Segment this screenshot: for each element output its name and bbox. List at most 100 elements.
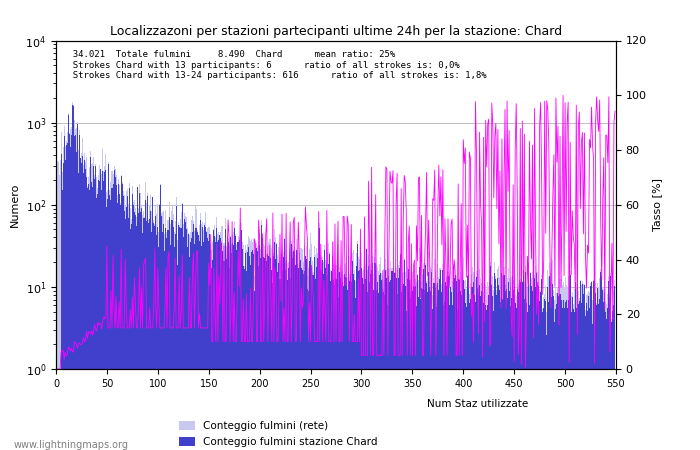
- Bar: [593, 280, 594, 450]
- Bar: [328, 243, 330, 450]
- Bar: [517, 288, 518, 450]
- Bar: [265, 245, 266, 450]
- Bar: [319, 228, 320, 450]
- Bar: [550, 273, 552, 450]
- Bar: [321, 271, 322, 450]
- Bar: [486, 289, 487, 450]
- Bar: [131, 224, 132, 450]
- Bar: [417, 274, 418, 450]
- Bar: [239, 240, 240, 450]
- Bar: [611, 322, 612, 450]
- Bar: [603, 288, 604, 450]
- Bar: [546, 312, 547, 450]
- Bar: [368, 255, 369, 450]
- Bar: [354, 279, 355, 450]
- Bar: [397, 270, 398, 450]
- Bar: [527, 288, 528, 450]
- Bar: [534, 275, 535, 450]
- Bar: [176, 240, 178, 450]
- Bar: [127, 189, 128, 450]
- Bar: [454, 275, 456, 450]
- Bar: [62, 163, 64, 450]
- Bar: [163, 224, 164, 450]
- Partecipazione della stazione Chard %: [544, 107, 552, 112]
- Bar: [537, 293, 538, 450]
- Bar: [69, 134, 70, 450]
- Bar: [372, 256, 373, 450]
- Bar: [434, 259, 435, 450]
- Bar: [122, 195, 124, 450]
- Bar: [284, 239, 285, 450]
- Bar: [297, 264, 298, 450]
- Bar: [229, 247, 230, 450]
- Bar: [211, 268, 212, 450]
- Bar: [150, 211, 151, 450]
- Bar: [424, 274, 425, 450]
- Bar: [66, 143, 68, 450]
- Bar: [428, 272, 429, 450]
- Bar: [302, 249, 303, 450]
- Bar: [286, 263, 288, 450]
- Bar: [248, 247, 249, 450]
- Bar: [162, 212, 163, 450]
- Bar: [604, 292, 606, 450]
- Bar: [585, 316, 586, 450]
- Bar: [86, 158, 87, 450]
- Bar: [94, 179, 95, 450]
- Bar: [73, 106, 74, 450]
- Bar: [575, 282, 576, 450]
- Bar: [436, 285, 438, 450]
- Bar: [257, 246, 258, 450]
- Bar: [183, 237, 184, 450]
- Bar: [533, 299, 534, 450]
- Bar: [218, 232, 219, 450]
- Bar: [203, 230, 204, 450]
- Bar: [522, 282, 523, 450]
- Bar: [552, 260, 554, 450]
- Bar: [219, 235, 220, 450]
- Bar: [414, 279, 415, 450]
- Bar: [187, 247, 188, 450]
- Bar: [322, 260, 323, 450]
- Bar: [200, 220, 201, 450]
- Bar: [490, 266, 491, 450]
- Bar: [604, 282, 606, 450]
- Bar: [324, 245, 326, 450]
- Partecipazione della stazione Chard %: [267, 298, 275, 303]
- Bar: [351, 271, 352, 450]
- Bar: [410, 298, 411, 450]
- Bar: [307, 289, 308, 450]
- Bar: [598, 287, 599, 450]
- Bar: [520, 282, 521, 450]
- Bar: [494, 262, 496, 450]
- Bar: [611, 319, 612, 450]
- Bar: [164, 234, 165, 450]
- Bar: [228, 242, 229, 450]
- Bar: [353, 250, 354, 450]
- Bar: [263, 244, 264, 450]
- Bar: [191, 220, 192, 450]
- Bar: [443, 284, 444, 450]
- Bar: [279, 279, 281, 450]
- Bar: [288, 253, 290, 450]
- Bar: [426, 283, 427, 450]
- Bar: [587, 293, 588, 450]
- Bar: [237, 242, 238, 450]
- Bar: [210, 245, 211, 450]
- Bar: [156, 214, 158, 450]
- Bar: [236, 243, 237, 450]
- Bar: [576, 288, 577, 450]
- Bar: [400, 292, 402, 450]
- Bar: [438, 290, 440, 450]
- Bar: [126, 191, 127, 450]
- Bar: [494, 273, 496, 450]
- Bar: [92, 163, 93, 450]
- Bar: [432, 295, 433, 450]
- Bar: [182, 203, 183, 450]
- Bar: [154, 224, 155, 450]
- Bar: [601, 276, 602, 450]
- Bar: [202, 227, 203, 450]
- Bar: [220, 231, 221, 450]
- Bar: [489, 276, 490, 450]
- Bar: [292, 258, 293, 450]
